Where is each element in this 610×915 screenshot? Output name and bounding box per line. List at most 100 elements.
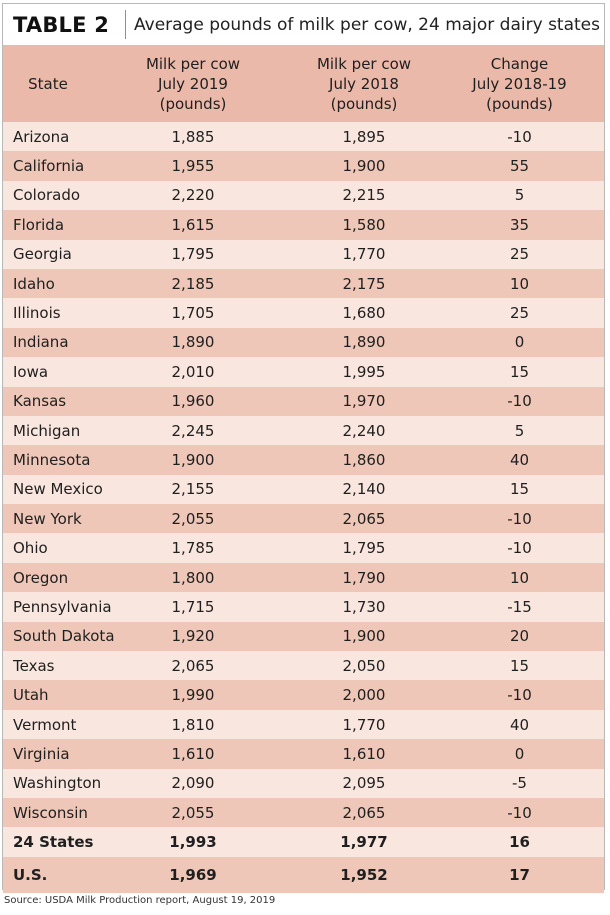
total-row: U.S. 1,969 1,952 17 (3, 856, 604, 893)
cell-change: -10 (507, 803, 532, 822)
cell-july-2019: 1,969 (169, 865, 217, 884)
cell-july-2019: 2,065 (171, 656, 215, 675)
cell-change: -5 (512, 774, 527, 793)
cell-july-2018: 2,050 (342, 656, 386, 675)
cell-state: Pennsylvania (13, 597, 112, 616)
cell-state: 24 States (13, 833, 94, 852)
cell-july-2019: 2,245 (171, 421, 215, 440)
cell-july-2019: 1,610 (171, 744, 215, 763)
cell-july-2018: 2,065 (342, 803, 386, 822)
cell-change: 15 (509, 480, 530, 499)
cell-july-2019: 1,960 (171, 392, 215, 411)
cell-change: 15 (509, 362, 530, 381)
cell-state: Wisconsin (13, 803, 88, 822)
cell-change: 10 (509, 568, 530, 587)
header-july-2018: Milk per cow July 2018 (pounds) (316, 54, 412, 113)
cell-july-2019: 1,993 (169, 833, 217, 852)
milk-per-cow-table: TABLE 2 Average pounds of milk per cow, … (2, 3, 605, 893)
source-note: Source: USDA Milk Production report, Aug… (4, 895, 276, 906)
cell-july-2018: 1,860 (342, 450, 386, 469)
cell-change: -10 (507, 686, 532, 705)
cell-change: 17 (509, 865, 530, 884)
cell-july-2018: 1,895 (342, 127, 386, 146)
table-row: Utah 1,990 2,000 -10 (3, 680, 604, 710)
total-row: 24 States 1,993 1,977 16 (3, 827, 604, 857)
cell-state: Vermont (13, 715, 77, 734)
cell-july-2018: 2,240 (342, 421, 386, 440)
cell-july-2019: 1,955 (171, 157, 215, 176)
cell-july-2019: 2,010 (171, 362, 215, 381)
cell-july-2019: 1,795 (171, 245, 215, 264)
cell-state: Texas (13, 656, 55, 675)
table-row: Kansas 1,960 1,970 -10 (3, 386, 604, 416)
title-divider (125, 10, 126, 39)
table-row: Virginia 1,610 1,610 0 (3, 739, 604, 769)
cell-july-2019: 1,705 (171, 304, 215, 323)
cell-july-2018: 1,952 (340, 865, 388, 884)
cell-july-2018: 1,900 (342, 157, 386, 176)
cell-state: Iowa (13, 362, 49, 381)
table-row: Arizona 1,885 1,895 -10 (3, 122, 604, 152)
cell-state: Oregon (13, 568, 69, 587)
cell-state: Florida (13, 215, 65, 234)
table-row: Ohio 1,785 1,795 -10 (3, 533, 604, 563)
cell-july-2018: 1,730 (342, 597, 386, 616)
cell-july-2019: 1,800 (171, 568, 215, 587)
cell-july-2019: 1,920 (171, 627, 215, 646)
cell-july-2019: 1,900 (171, 450, 215, 469)
cell-july-2019: 1,890 (171, 333, 215, 352)
table-header-row: State Milk per cow July 2019 (pounds) Mi… (3, 45, 604, 122)
cell-july-2018: 1,790 (342, 568, 386, 587)
table-row: Pennsylvania 1,715 1,730 -15 (3, 592, 604, 622)
cell-change: -10 (507, 509, 532, 528)
cell-state: Idaho (13, 274, 55, 293)
cell-state: Minnesota (13, 450, 91, 469)
cell-july-2018: 1,770 (342, 245, 386, 264)
cell-state: New Mexico (13, 480, 103, 499)
cell-july-2018: 1,977 (340, 833, 388, 852)
table-title-bar: TABLE 2 Average pounds of milk per cow, … (3, 4, 604, 46)
cell-state: Illinois (13, 304, 61, 323)
cell-july-2019: 2,155 (171, 480, 215, 499)
cell-change: 15 (509, 656, 530, 675)
cell-change: 5 (514, 421, 525, 440)
cell-change: -10 (507, 392, 532, 411)
cell-change: -10 (507, 539, 532, 558)
cell-july-2018: 1,970 (342, 392, 386, 411)
cell-state: South Dakota (13, 627, 115, 646)
cell-july-2018: 2,140 (342, 480, 386, 499)
cell-change: 10 (509, 274, 530, 293)
cell-july-2018: 2,065 (342, 509, 386, 528)
cell-july-2019: 2,055 (171, 509, 215, 528)
table-row: Oregon 1,800 1,790 10 (3, 562, 604, 593)
table-row: Colorado 2,220 2,215 5 (3, 180, 604, 211)
cell-july-2018: 1,900 (342, 627, 386, 646)
table-row: California 1,955 1,900 55 (3, 151, 604, 181)
table-row: Illinois 1,705 1,680 25 (3, 298, 604, 328)
cell-change: 40 (509, 450, 530, 469)
cell-state: Washington (13, 774, 102, 793)
cell-july-2018: 1,680 (342, 304, 386, 323)
table-row: Idaho 2,185 2,175 10 (3, 268, 604, 299)
cell-state: Michigan (13, 421, 81, 440)
header-state: State (28, 74, 68, 93)
table-row: Indiana 1,890 1,890 0 (3, 327, 604, 358)
table-row: Minnesota 1,900 1,860 40 (3, 445, 604, 475)
table-row: Vermont 1,810 1,770 40 (3, 709, 604, 740)
cell-change: 0 (514, 744, 525, 763)
cell-july-2018: 1,580 (342, 215, 386, 234)
cell-july-2018: 2,175 (342, 274, 386, 293)
table-label: TABLE 2 (13, 12, 110, 37)
cell-july-2019: 1,715 (171, 597, 215, 616)
cell-july-2019: 2,220 (171, 186, 215, 205)
table-row: Michigan 2,245 2,240 5 (3, 415, 604, 446)
cell-state: California (13, 157, 85, 176)
table-row: South Dakota 1,920 1,900 20 (3, 621, 604, 652)
table-row: New Mexico 2,155 2,140 15 (3, 474, 604, 505)
cell-july-2019: 2,090 (171, 774, 215, 793)
cell-july-2018: 2,215 (342, 186, 386, 205)
cell-july-2018: 1,995 (342, 362, 386, 381)
header-change: Change July 2018-19 (pounds) (472, 54, 567, 113)
table-row: Wisconsin 2,055 2,065 -10 (3, 797, 604, 828)
cell-july-2019: 1,785 (171, 539, 215, 558)
